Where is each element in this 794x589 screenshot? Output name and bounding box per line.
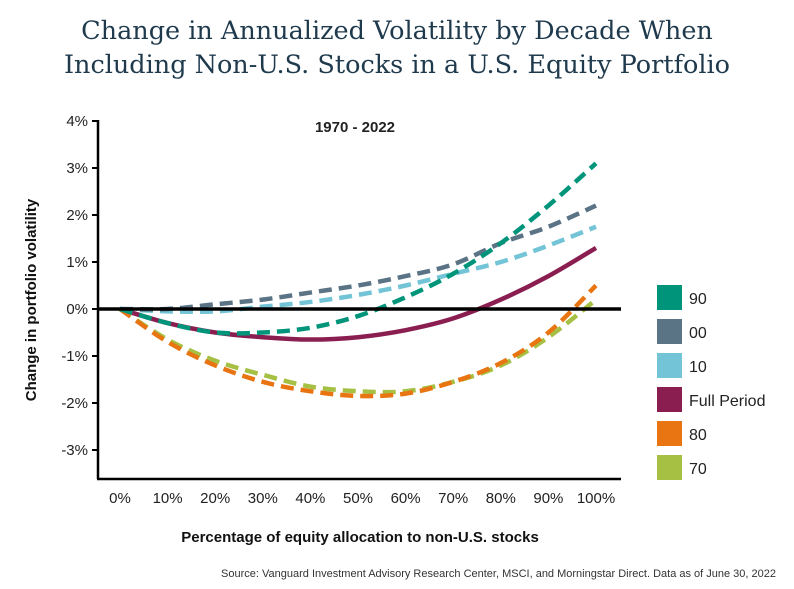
series-line-10: [119, 224, 597, 315]
y-tick-label: 0%: [66, 301, 88, 318]
chart-title-line-2: Including Non-U.S. Stocks in a U.S. Equi…: [63, 50, 731, 80]
series-line-00: [119, 203, 597, 312]
legend-swatch: [657, 285, 682, 310]
x-tick-label: 80%: [486, 490, 516, 507]
chart-title: Change in Annualized Volatility by Decad…: [0, 14, 794, 82]
y-tick-label: 1%: [66, 254, 88, 271]
y-tick-label: -3%: [61, 442, 88, 459]
legend-label: 80: [689, 427, 707, 444]
x-tick-label: 50%: [343, 490, 373, 507]
y-axis-label: Change in portfolio volatility: [23, 198, 40, 401]
legend-label: 10: [689, 359, 707, 376]
series-line-90: [119, 161, 598, 336]
series-line-full-period: [119, 245, 598, 342]
chart-subtitle: 1970 - 2022: [315, 119, 395, 136]
legend-label: 00: [689, 325, 707, 342]
y-tick-label: -2%: [61, 395, 88, 412]
x-tick-label: 40%: [295, 490, 325, 507]
legend-swatch: [657, 353, 682, 378]
x-tick-label: 70%: [438, 490, 468, 507]
x-tick-label: 0%: [109, 490, 131, 507]
x-tick-label: 60%: [391, 490, 421, 507]
x-tick-label: 30%: [248, 490, 278, 507]
legend-swatch: [657, 319, 682, 344]
y-tick-label: 3%: [66, 160, 88, 177]
legend-swatch: [657, 455, 682, 480]
legend-label: 70: [689, 461, 707, 478]
series-line-80: [118, 283, 598, 399]
legend-label: Full Period: [689, 393, 765, 410]
legend-label: 90: [689, 291, 707, 308]
source-note: Source: Vanguard Investment Advisory Res…: [221, 568, 776, 580]
y-tick-label: -1%: [61, 348, 88, 365]
x-axis-label: Percentage of equity allocation to non-U…: [181, 529, 539, 546]
x-tick-label: 90%: [533, 490, 563, 507]
x-tick-label: 100%: [577, 490, 615, 507]
legend-swatch: [657, 421, 682, 446]
y-tick-label: 2%: [66, 207, 88, 224]
y-tick-label: 4%: [66, 113, 88, 130]
x-tick-label: 20%: [200, 490, 230, 507]
chart-title-line-1: Change in Annualized Volatility by Decad…: [81, 16, 713, 46]
x-tick-label: 10%: [153, 490, 183, 507]
legend-swatch: [657, 387, 682, 412]
legend: 90 00 10 Full Period 80 70: [657, 285, 765, 480]
